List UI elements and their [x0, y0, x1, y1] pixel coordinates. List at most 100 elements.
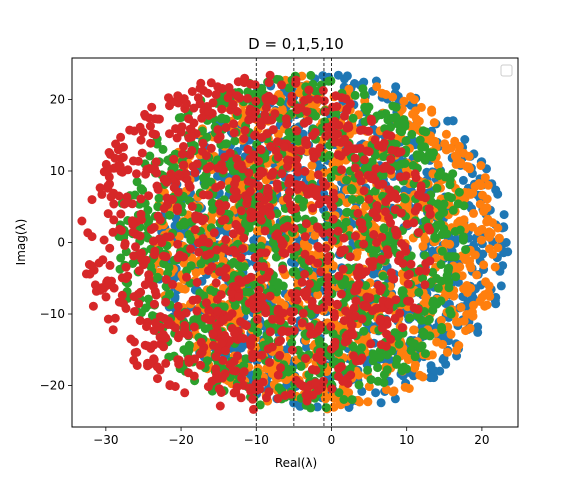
data-point — [187, 202, 197, 211]
data-point — [191, 268, 201, 278]
data-point — [415, 343, 425, 353]
data-point — [391, 295, 401, 305]
data-point — [314, 323, 324, 333]
data-point — [420, 280, 430, 290]
data-point — [478, 249, 488, 259]
data-point — [208, 204, 218, 214]
data-point — [345, 252, 355, 262]
data-point — [264, 387, 274, 397]
data-point — [286, 389, 296, 399]
data-point — [150, 318, 160, 328]
data-point — [473, 322, 483, 332]
data-point — [351, 231, 360, 241]
data-point — [328, 102, 338, 112]
data-point — [105, 260, 115, 270]
data-point — [239, 367, 249, 377]
data-point — [407, 129, 417, 139]
data-point — [476, 161, 486, 170]
data-point — [312, 282, 322, 292]
data-point — [204, 305, 214, 315]
data-point — [333, 129, 342, 139]
data-point — [221, 272, 231, 282]
x-tick-label: 10 — [399, 433, 414, 447]
data-point — [432, 273, 441, 283]
data-point — [374, 141, 383, 150]
data-point — [207, 262, 217, 272]
data-point — [437, 325, 447, 335]
data-point — [312, 402, 322, 412]
data-point — [161, 358, 171, 368]
data-point — [201, 151, 211, 161]
data-point — [316, 267, 326, 277]
data-point — [173, 355, 183, 365]
data-point — [314, 199, 324, 209]
data-point — [301, 390, 311, 400]
data-point — [483, 214, 493, 224]
data-point — [176, 127, 186, 137]
data-point — [159, 203, 169, 213]
data-point — [186, 125, 196, 134]
data-point — [420, 155, 430, 165]
data-point — [161, 275, 171, 284]
data-point — [197, 113, 207, 123]
data-point — [287, 345, 297, 355]
data-point — [410, 169, 420, 179]
data-point — [290, 295, 300, 304]
data-point — [257, 133, 267, 142]
data-point — [256, 241, 266, 251]
data-point — [110, 153, 120, 163]
data-point — [412, 114, 421, 124]
data-point — [213, 82, 223, 92]
data-point — [303, 116, 313, 126]
data-point — [243, 144, 253, 154]
data-point — [213, 163, 223, 173]
data-point — [137, 148, 147, 158]
data-point — [282, 155, 292, 165]
data-point — [257, 292, 267, 302]
data-point — [415, 135, 425, 145]
data-point — [136, 135, 146, 145]
data-point — [231, 219, 241, 229]
data-point — [384, 299, 394, 309]
reference-lines — [255, 58, 332, 427]
data-point — [172, 203, 182, 213]
data-point — [293, 103, 303, 113]
data-point — [377, 232, 387, 242]
data-point — [140, 280, 150, 290]
data-point — [186, 261, 196, 271]
data-point — [237, 333, 247, 343]
data-point — [192, 295, 202, 304]
data-point — [103, 314, 113, 324]
data-point — [95, 183, 105, 193]
data-point — [326, 200, 336, 210]
data-point — [376, 340, 386, 350]
data-point — [330, 337, 340, 347]
data-point — [168, 97, 178, 107]
data-point — [101, 159, 111, 169]
data-point — [396, 147, 406, 157]
data-point — [215, 267, 224, 277]
data-point — [232, 107, 242, 116]
data-point — [275, 350, 285, 360]
data-point — [464, 188, 473, 198]
data-point — [320, 107, 330, 117]
data-point — [243, 93, 253, 103]
data-point — [475, 199, 485, 209]
data-point — [330, 119, 340, 129]
data-point — [121, 262, 131, 272]
x-tick-label: −20 — [168, 433, 193, 447]
data-point — [198, 173, 208, 183]
data-point — [187, 132, 197, 142]
data-point — [391, 112, 401, 122]
data-point — [273, 370, 283, 380]
data-point — [416, 192, 426, 201]
data-point — [88, 301, 98, 311]
data-point — [205, 162, 215, 171]
data-point — [123, 271, 133, 281]
data-point — [483, 180, 493, 190]
data-point — [359, 186, 369, 196]
data-point — [333, 322, 343, 331]
data-point — [313, 290, 323, 300]
data-point — [214, 384, 224, 394]
data-point — [114, 191, 124, 201]
